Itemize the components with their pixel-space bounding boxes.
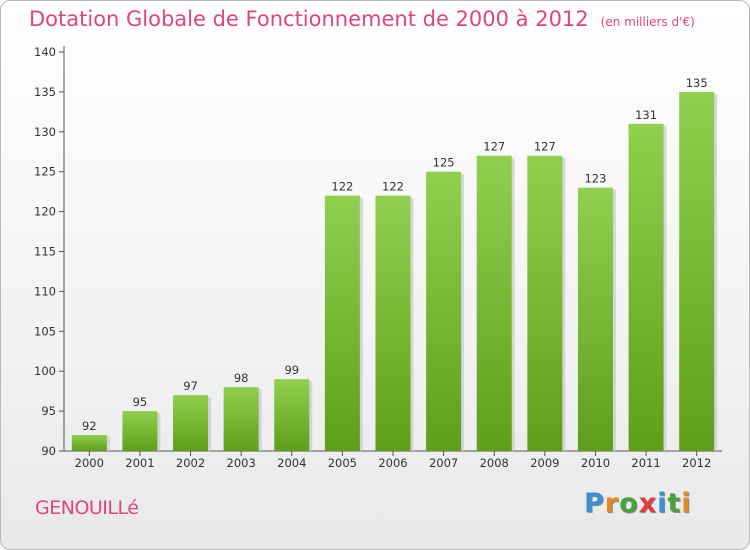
bar-2004 xyxy=(274,379,310,451)
data-label-2010: 123 xyxy=(584,172,606,186)
x-tick-label-2010: 2010 xyxy=(581,456,610,470)
data-label-2004: 99 xyxy=(284,363,299,377)
x-tick-label-2002: 2002 xyxy=(176,456,205,470)
bar-2012 xyxy=(679,91,715,452)
logo-letter: o xyxy=(619,488,639,519)
bar-2007 xyxy=(426,171,462,451)
data-label-2011: 131 xyxy=(635,108,657,122)
data-label-2008: 127 xyxy=(483,140,505,154)
data-label-2009: 127 xyxy=(534,140,556,154)
bar-2006 xyxy=(375,195,411,451)
bar-2001 xyxy=(122,411,158,451)
y-tick-label: 100 xyxy=(34,364,56,378)
y-tick-label: 105 xyxy=(34,324,56,338)
y-tick-label: 130 xyxy=(34,125,56,139)
y-tick-label: 90 xyxy=(41,444,56,458)
y-tick-label: 135 xyxy=(34,85,56,99)
x-tick-label-2004: 2004 xyxy=(277,456,306,470)
proxiti-logo[interactable]: Proxiti xyxy=(584,488,692,519)
x-tick-label-2011: 2011 xyxy=(631,456,660,470)
chart-title: Dotation Globale de Fonctionnement de 20… xyxy=(29,7,695,31)
bar-2003 xyxy=(223,387,259,451)
data-label-2001: 95 xyxy=(133,395,148,409)
x-tick-label-2012: 2012 xyxy=(682,456,711,470)
x-tick-label-2003: 2003 xyxy=(227,456,256,470)
chart-subtitle: (en milliers d'€) xyxy=(600,15,695,29)
bar-2005 xyxy=(324,195,360,451)
x-tick-label-2009: 2009 xyxy=(530,456,559,470)
x-tick-label-2005: 2005 xyxy=(328,456,357,470)
bar-2010 xyxy=(577,187,613,451)
logo-letter: x xyxy=(638,488,658,519)
logo-letter: P xyxy=(584,488,605,519)
data-label-2007: 125 xyxy=(433,156,455,170)
y-tick-label: 120 xyxy=(34,205,56,219)
data-label-2006: 122 xyxy=(382,180,404,194)
x-tick-label-2000: 2000 xyxy=(75,456,104,470)
data-label-2002: 97 xyxy=(183,379,198,393)
bar-2011 xyxy=(628,123,664,451)
data-label-2012: 135 xyxy=(686,76,708,90)
bar-2002 xyxy=(173,395,209,451)
logo-letter: r xyxy=(604,488,620,519)
data-label-2000: 92 xyxy=(82,419,97,433)
y-tick-label: 125 xyxy=(34,165,56,179)
logo-letter: t xyxy=(667,488,682,519)
y-tick-label: 115 xyxy=(34,245,56,259)
data-label-2003: 98 xyxy=(234,371,249,385)
bar-2000 xyxy=(71,435,107,451)
y-tick-label: 140 xyxy=(34,45,56,59)
x-tick-label-2001: 2001 xyxy=(125,456,154,470)
x-tick-label-2006: 2006 xyxy=(378,456,407,470)
y-tick-label: 110 xyxy=(34,284,56,298)
place-name: GENOUILLé xyxy=(35,497,139,519)
chart-title-text: Dotation Globale de Fonctionnement de 20… xyxy=(29,7,589,31)
y-tick-label: 95 xyxy=(41,404,56,418)
data-label-2005: 122 xyxy=(331,180,353,194)
logo-letter: i xyxy=(681,488,692,519)
logo-letter: i xyxy=(657,488,668,519)
bar-2009 xyxy=(527,155,563,452)
bar-2008 xyxy=(476,155,512,452)
x-tick-label-2007: 2007 xyxy=(429,456,458,470)
x-tick-label-2008: 2008 xyxy=(480,456,509,470)
